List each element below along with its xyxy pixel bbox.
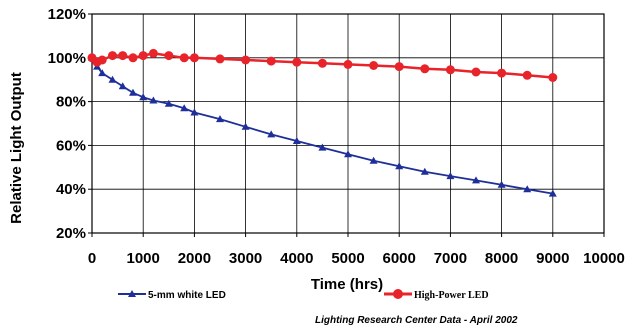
data-point xyxy=(522,70,532,80)
data-point xyxy=(180,104,189,112)
x-axis-title: Time (hrs) xyxy=(311,276,383,293)
y-axis-title: Relative Light Output xyxy=(8,72,25,224)
data-point xyxy=(139,93,148,101)
data-point xyxy=(267,130,276,138)
x-tick-label: 6000 xyxy=(383,250,416,267)
legend: 5-mm white LED High-Power LED xyxy=(118,289,489,301)
y-axis-ticks: 20% 40% 60% 80% 100% 120% xyxy=(48,6,92,242)
data-point xyxy=(497,68,507,78)
legend-marker-red xyxy=(393,289,403,299)
y-tick-label: 80% xyxy=(56,94,86,111)
data-point xyxy=(523,185,532,193)
data-point xyxy=(420,167,429,175)
data-point xyxy=(215,54,225,64)
data-point xyxy=(97,55,107,65)
series-1 xyxy=(87,48,558,82)
x-tick-label: 8000 xyxy=(485,250,518,267)
series-0 xyxy=(88,53,557,197)
data-point xyxy=(446,172,455,180)
data-point xyxy=(148,48,158,58)
data-point xyxy=(138,51,148,61)
data-point xyxy=(98,69,107,77)
data-point xyxy=(395,162,404,170)
data-point xyxy=(394,62,404,72)
data-point xyxy=(369,156,378,164)
gridlines xyxy=(92,14,604,233)
data-point xyxy=(318,143,327,151)
data-point xyxy=(118,82,127,90)
data-point xyxy=(548,73,558,82)
data-point xyxy=(292,137,301,144)
x-tick-label: 9000 xyxy=(536,250,569,267)
data-point xyxy=(128,53,138,63)
data-point xyxy=(548,189,557,197)
x-tick-label: 2000 xyxy=(178,250,211,267)
data-point xyxy=(266,56,276,66)
legend-label-red: High-Power LED xyxy=(414,290,489,301)
y-tick-label: 60% xyxy=(56,137,86,154)
data-point xyxy=(420,64,430,74)
x-tick-label: 4000 xyxy=(280,250,313,267)
legend-item-red: High-Power LED xyxy=(384,289,489,301)
data-point xyxy=(108,51,117,61)
legend-item-blue: 5-mm white LED xyxy=(118,290,226,301)
data-point xyxy=(189,53,199,63)
data-point xyxy=(164,51,174,61)
data-point xyxy=(344,150,352,158)
y-tick-label: 40% xyxy=(56,181,86,198)
data-point xyxy=(118,51,128,61)
data-point xyxy=(108,75,117,83)
y-tick-label: 20% xyxy=(56,225,86,242)
data-point xyxy=(179,53,189,63)
data-point xyxy=(497,180,506,188)
data-point xyxy=(241,122,250,130)
y-tick-label: 100% xyxy=(48,50,86,67)
data-point xyxy=(317,58,327,68)
data-point xyxy=(129,88,137,96)
x-tick-label: 3000 xyxy=(229,250,262,267)
y-tick-label: 120% xyxy=(48,6,86,23)
x-axis-ticks: 0 1000 2000 3000 4000 5000 6000 7000 8000 9000 100… xyxy=(88,233,625,267)
data-point xyxy=(241,55,251,65)
data-point xyxy=(292,57,302,67)
x-tick-label: 0 xyxy=(88,250,96,267)
data-point xyxy=(164,99,173,107)
data-point xyxy=(445,65,455,75)
legend-marker-blue xyxy=(128,290,136,297)
data-point xyxy=(472,176,480,184)
data-point xyxy=(149,96,158,104)
data-point xyxy=(216,115,224,123)
x-tick-label: 5000 xyxy=(331,250,364,267)
x-tick-label: 7000 xyxy=(434,250,467,267)
legend-label-blue: 5-mm white LED xyxy=(148,290,226,301)
data-point xyxy=(190,108,199,116)
data-point xyxy=(343,59,353,69)
x-tick-label: 10000 xyxy=(583,250,625,267)
series-layer xyxy=(87,48,558,197)
data-point xyxy=(369,61,379,70)
x-tick-label: 1000 xyxy=(127,250,160,267)
source-annotation: Lighting Research Center Data - April 20… xyxy=(315,315,518,326)
data-point xyxy=(471,67,481,77)
